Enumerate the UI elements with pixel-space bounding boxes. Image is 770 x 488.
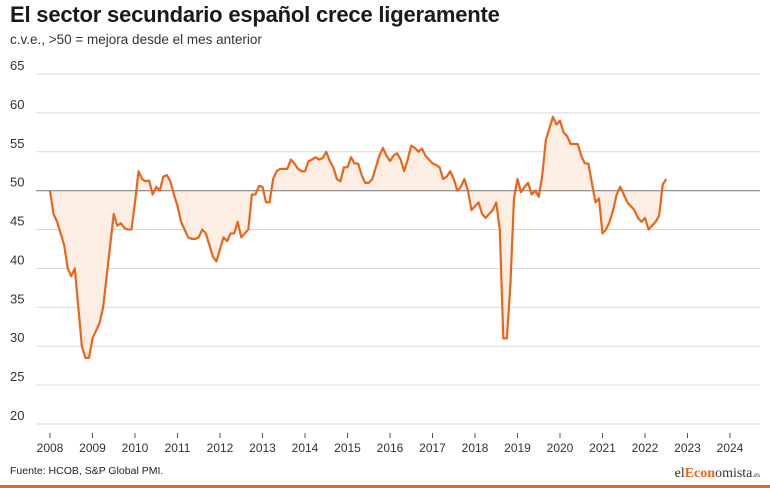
x-tick-label-2014: 2014: [292, 441, 319, 455]
chart-title: El sector secundario español crece liger…: [10, 2, 500, 27]
x-tick-label-2018: 2018: [462, 441, 489, 455]
x-tick-label-2016: 2016: [377, 441, 404, 455]
x-tick-label-2008: 2008: [37, 441, 64, 455]
x-axis-ticks: [49, 433, 731, 438]
x-tick-label-2010: 2010: [122, 441, 149, 455]
y-tick-label-40: 40: [10, 252, 24, 267]
x-tick-label-2024: 2024: [717, 441, 744, 455]
pmi-series-line: [48, 115, 668, 359]
x-tick-label-2020: 2020: [547, 441, 574, 455]
x-tick-label-2021: 2021: [589, 441, 616, 455]
x-tick-label-2012: 2012: [207, 441, 234, 455]
y-tick-label-30: 30: [10, 330, 24, 345]
x-tick-label-2011: 2011: [165, 441, 191, 455]
x-tick-label-2015: 2015: [334, 441, 361, 455]
y-tick-label-55: 55: [10, 136, 24, 151]
brand-bottom-bar: [0, 485, 770, 488]
x-tick-label-2022: 2022: [632, 441, 659, 455]
area-fill-below-above-50: [50, 116, 667, 358]
y-tick-label-65: 65: [10, 58, 24, 73]
y-tick-label-25: 25: [10, 369, 24, 384]
chart-subtitle: c.v.e., >50 = mejora desde el mes anteri…: [10, 32, 262, 47]
x-tick-label-2017: 2017: [419, 441, 446, 455]
x-tick-label-2013: 2013: [249, 441, 276, 455]
grid-lines: [36, 73, 760, 425]
y-tick-label-45: 45: [10, 214, 24, 229]
eleconomista-logo: elEconomista.es: [674, 466, 760, 481]
x-tick-label-2019: 2019: [504, 441, 531, 455]
source-note: Fuente: HCOB, S&P Global PMI.: [10, 465, 164, 477]
y-tick-label-60: 60: [10, 97, 24, 112]
x-tick-label-2023: 2023: [674, 441, 701, 455]
y-tick-label-20: 20: [10, 408, 24, 423]
y-axis-labels: 20 25 30 35 40 45 50 55 60 65: [10, 58, 24, 423]
y-tick-label-50: 50: [10, 175, 24, 190]
x-tick-label-2009: 2009: [79, 441, 106, 455]
y-tick-label-35: 35: [10, 291, 24, 306]
x-axis-labels: 2008 2009 2010 2011 2012 2013 2014 2015 2016 2017…: [37, 441, 744, 455]
